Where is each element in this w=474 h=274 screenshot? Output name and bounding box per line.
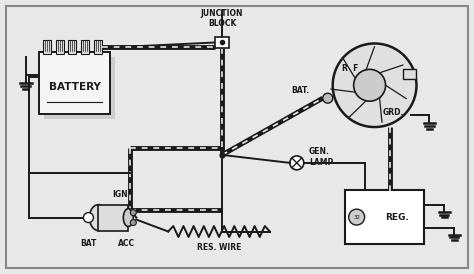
Circle shape bbox=[83, 213, 93, 222]
Ellipse shape bbox=[90, 205, 108, 230]
Bar bbox=[99, 205, 128, 230]
Circle shape bbox=[290, 156, 304, 170]
Circle shape bbox=[349, 209, 365, 225]
Bar bbox=[99, 205, 128, 230]
Text: BATTERY: BATTERY bbox=[48, 82, 100, 92]
Circle shape bbox=[130, 210, 137, 216]
Bar bbox=[69, 41, 76, 55]
Text: ACC: ACC bbox=[118, 239, 135, 249]
Text: R  F: R F bbox=[343, 64, 359, 73]
Bar bbox=[44, 58, 115, 119]
Bar bbox=[43, 41, 51, 55]
Bar bbox=[402, 69, 417, 79]
Bar bbox=[55, 41, 64, 55]
Ellipse shape bbox=[123, 209, 133, 227]
Text: GRD.: GRD. bbox=[383, 108, 404, 117]
Text: 32: 32 bbox=[353, 215, 360, 219]
Circle shape bbox=[323, 93, 333, 103]
Text: BAT.: BAT. bbox=[292, 86, 310, 95]
Bar bbox=[82, 41, 90, 55]
Text: REG.: REG. bbox=[385, 213, 409, 222]
Text: JUNCTION
BLOCK: JUNCTION BLOCK bbox=[201, 9, 243, 28]
Circle shape bbox=[333, 44, 417, 127]
Bar bbox=[38, 52, 110, 114]
Circle shape bbox=[354, 69, 385, 101]
Text: GEN.
LAMP: GEN. LAMP bbox=[309, 147, 333, 167]
Bar bbox=[215, 36, 229, 48]
Text: IGN: IGN bbox=[112, 190, 128, 199]
Bar bbox=[94, 41, 102, 55]
Text: BAT: BAT bbox=[80, 239, 97, 249]
Bar bbox=[345, 190, 424, 244]
Text: RES. WIRE: RES. WIRE bbox=[197, 244, 241, 252]
Circle shape bbox=[130, 219, 137, 226]
